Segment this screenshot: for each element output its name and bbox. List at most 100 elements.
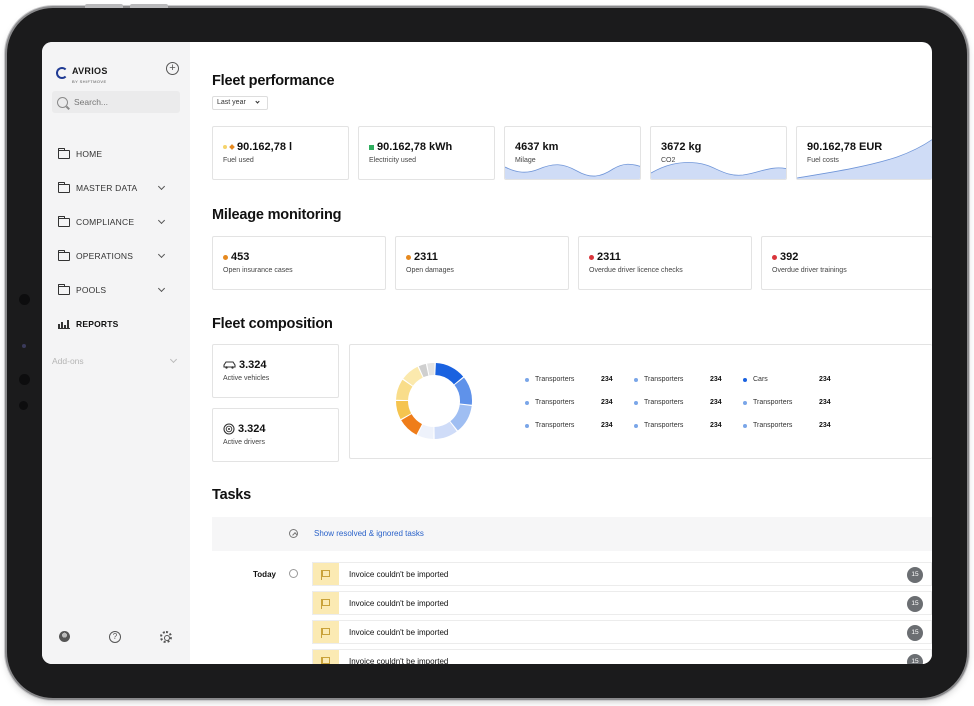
kpi-card-milage[interactable]: 4637 km Milage <box>504 126 641 180</box>
legend-label: Transporters <box>535 422 575 429</box>
legend-dot-icon <box>525 423 529 428</box>
flag-icon <box>321 570 330 580</box>
legend-item[interactable]: Transporters 234 <box>525 399 613 406</box>
status-dot-icon <box>772 254 777 260</box>
chevron-down-icon[interactable] <box>157 250 166 259</box>
task-title: Invoice couldn't be imported <box>349 657 449 664</box>
task-count-badge: 15 <box>907 654 923 664</box>
donut-segment[interactable] <box>396 379 413 401</box>
monitoring-card-licence-checks[interactable]: 2311 Overdue driver licence checks <box>578 236 752 290</box>
kpi-card-fuel[interactable]: 90.162,78 l Fuel used <box>212 126 349 180</box>
flag-icon <box>321 657 330 664</box>
sidebar-addons[interactable]: Add-ons <box>52 355 178 366</box>
legend-item[interactable]: Transporters 234 <box>634 422 722 429</box>
chevron-down-icon[interactable] <box>157 284 166 293</box>
folder-icon <box>58 283 70 295</box>
gear-icon[interactable] <box>160 631 172 643</box>
monitoring-caption: Overdue driver trainings <box>772 267 847 274</box>
donut-segment[interactable] <box>403 366 423 386</box>
task-flag-box <box>313 563 339 585</box>
sidebar-item-label: REPORTS <box>76 319 119 329</box>
sidebar-item-master-data[interactable]: MASTER DATA <box>58 171 174 205</box>
task-row[interactable]: Invoice couldn't be imported 15 <box>312 649 932 664</box>
kpi-value: 90.162,78 EUR <box>807 141 883 153</box>
chevron-down-icon[interactable] <box>157 182 166 191</box>
section-title-tasks: Tasks <box>212 487 252 503</box>
legend-item[interactable]: Transporters 234 <box>634 399 722 406</box>
sidebar-item-pools[interactable]: POOLS <box>58 273 174 307</box>
monitoring-card-trainings[interactable]: 392 Overdue driver trainings <box>761 236 932 290</box>
donut-segment[interactable] <box>401 414 422 435</box>
legend-item[interactable]: Transporters 234 <box>525 422 613 429</box>
kpi-card-co2[interactable]: 3672 kg CO2 <box>650 126 787 180</box>
sidebar-item-home[interactable]: HOME <box>58 137 174 171</box>
task-count-badge: 15 <box>907 625 923 641</box>
add-button[interactable]: + <box>166 62 179 75</box>
active-vehicles-card[interactable]: 3.324 Active vehicles <box>212 344 339 398</box>
legend-item[interactable]: Transporters 234 <box>743 422 831 429</box>
chevron-down-icon <box>255 99 260 104</box>
donut-segment[interactable] <box>417 424 434 439</box>
steering-wheel-icon <box>223 423 235 435</box>
kpi-card-electricity[interactable]: 90.162,78 kWh Electricity used <box>358 126 495 180</box>
kpi-card-fuel-costs[interactable]: 90.162,78 EUR Fuel costs <box>796 126 932 180</box>
legend-dot-icon <box>634 377 638 382</box>
active-drivers-card[interactable]: 3.324 Active drivers <box>212 408 339 462</box>
donut-segment[interactable] <box>427 363 435 376</box>
legend-item[interactable]: Cars 234 <box>743 376 831 383</box>
sidebar-item-label: MASTER DATA <box>76 183 138 193</box>
task-group-checkbox[interactable] <box>289 569 298 578</box>
avrios-logo-icon <box>56 66 68 79</box>
show-resolved-link[interactable]: Show resolved & ignored tasks <box>314 529 424 538</box>
active-vehicles-caption: Active vehicles <box>223 375 270 382</box>
kpi-caption: Milage <box>515 157 536 164</box>
kpi-value: 3672 kg <box>661 141 702 153</box>
chevron-down-icon[interactable] <box>157 216 166 225</box>
avatar[interactable] <box>59 631 70 642</box>
legend-item[interactable]: Transporters 234 <box>634 376 722 383</box>
section-title-mileage-monitoring: Mileage monitoring <box>212 207 342 223</box>
help-icon[interactable]: ? <box>109 631 121 643</box>
legend-dot-icon <box>743 377 747 382</box>
legend-label: Transporters <box>753 422 793 429</box>
monitoring-caption: Open damages <box>406 267 454 274</box>
monitoring-card-insurance[interactable]: 453 Open insurance cases <box>212 236 386 290</box>
sidebar-item-label: OPERATIONS <box>76 251 134 261</box>
sidebar-item-label: HOME <box>76 149 103 159</box>
period-select[interactable]: Last year <box>212 96 268 110</box>
monitoring-value: 453 <box>231 251 250 263</box>
donut-segment[interactable] <box>454 377 472 405</box>
legend-item[interactable]: Transporters 234 <box>525 376 613 383</box>
task-title: Invoice couldn't be imported <box>349 628 449 637</box>
search-input[interactable] <box>74 97 174 107</box>
donut-segment[interactable] <box>435 363 464 385</box>
sidebar-item-operations[interactable]: OPERATIONS <box>58 239 174 273</box>
folder-icon <box>58 249 70 261</box>
monitoring-card-damages[interactable]: 2311 Open damages <box>395 236 569 290</box>
task-row[interactable]: Invoice couldn't be imported 15 <box>312 591 932 615</box>
donut-segment[interactable] <box>434 421 457 439</box>
sidebar-item-reports[interactable]: REPORTS <box>58 307 174 341</box>
donut-segment[interactable] <box>396 401 412 420</box>
donut-segment[interactable] <box>418 363 429 378</box>
brand-logo[interactable]: AVRIOS BY SHIFTMOVE <box>56 61 108 84</box>
legend-item[interactable]: Transporters 234 <box>743 399 831 406</box>
chevron-up-icon[interactable] <box>289 529 298 538</box>
task-row[interactable]: Invoice couldn't be imported 15 <box>312 562 932 586</box>
co2-sparkline <box>651 162 786 179</box>
search-box[interactable] <box>52 91 180 113</box>
folder-icon <box>58 147 70 159</box>
sidebar-item-compliance[interactable]: COMPLIANCE <box>58 205 174 239</box>
composition-donut-chart[interactable] <box>386 353 482 449</box>
tablet-frame: AVRIOS BY SHIFTMOVE + HOME MASTER DATA <box>7 4 967 698</box>
legend-value: 234 <box>601 399 613 406</box>
kpi-caption: Fuel used <box>223 157 254 164</box>
composition-chart-card: Transporters 234 Transporters 234 Cars 234 Tra… <box>349 344 932 459</box>
legend-dot-icon <box>525 400 529 405</box>
car-icon <box>223 361 236 369</box>
task-flag-box <box>313 650 339 664</box>
donut-segment[interactable] <box>450 404 472 431</box>
task-row[interactable]: Invoice couldn't be imported 15 <box>312 620 932 644</box>
chevron-down-icon <box>169 355 178 364</box>
task-flag-box <box>313 592 339 614</box>
